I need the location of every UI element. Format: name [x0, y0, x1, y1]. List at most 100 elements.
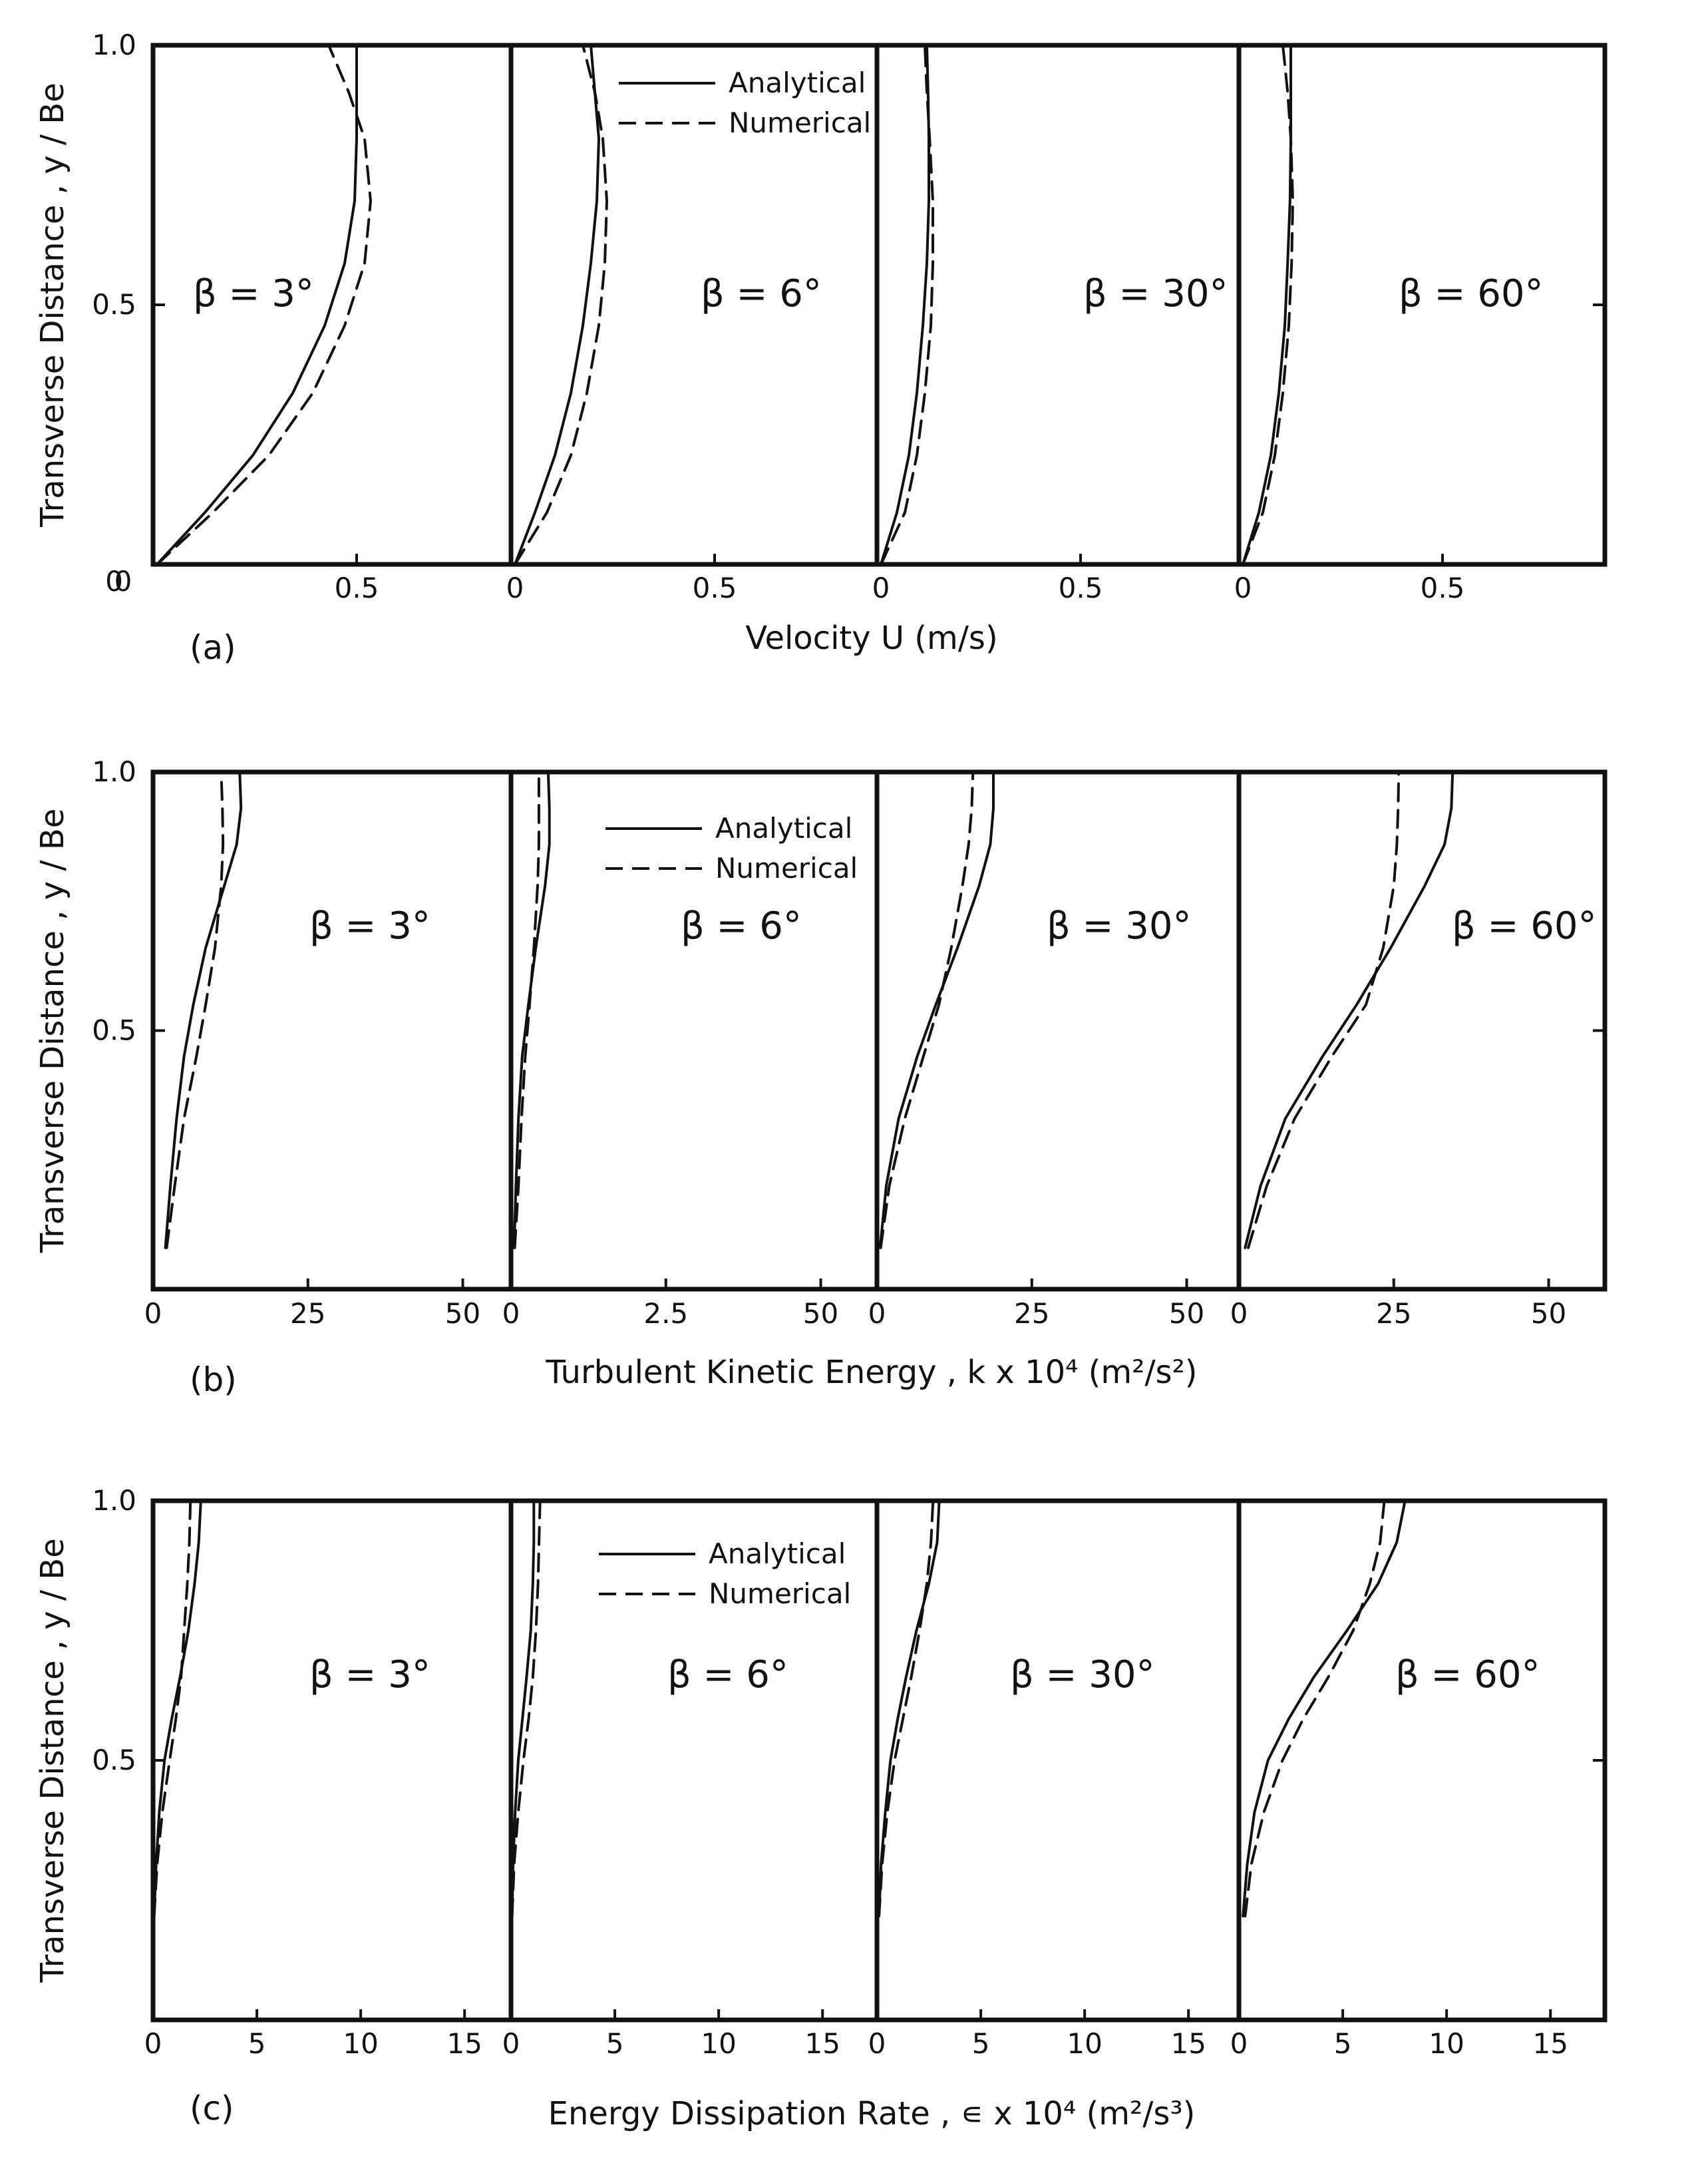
analytical-curve	[1242, 1499, 1407, 1917]
x-tick-label: 50	[803, 1297, 838, 1330]
x-tick-label: 0.5	[335, 572, 379, 604]
subplot-4: 0 0.5 β = 60°	[1234, 44, 1544, 604]
subplot-3: 0 0.5 β = 30°	[872, 44, 1228, 604]
x-tick-label: 10	[343, 2027, 378, 2060]
analytical-curve	[1244, 771, 1454, 1249]
y-axis-title: Transverse Distance , y / Be	[34, 1538, 71, 1983]
x-tick-label: 5	[248, 2027, 266, 2060]
x-tick-label: 5	[606, 2027, 624, 2060]
subplot-3: 0 25 50 β = 30°	[868, 771, 1204, 1330]
legend-analytical-label: Analytical	[729, 67, 866, 99]
subplot-1: 0 25 50 β = 3°	[144, 771, 480, 1330]
y-axis-title: Transverse Distance , y / Be	[34, 83, 71, 528]
beta-label: β = 60°	[1395, 1653, 1540, 1696]
numerical-curve	[510, 1499, 542, 1917]
analytical-curve	[514, 44, 600, 566]
x-tick-label: 0	[1230, 2027, 1248, 2060]
analytical-curve	[510, 1499, 536, 1917]
legend-analytical-label: Analytical	[709, 1537, 846, 1570]
legend: Analytical Numerical	[605, 812, 858, 885]
beta-label: β = 3°	[309, 1653, 430, 1696]
x-tick-label: 0.5	[693, 572, 737, 604]
numerical-curve	[514, 44, 608, 566]
numerical-curve	[878, 1499, 935, 1917]
beta-label: β = 60°	[1452, 904, 1597, 948]
x-tick-label: 0	[868, 1297, 886, 1330]
x-tick-label: 0	[502, 2027, 520, 2060]
beta-label: β = 30°	[1047, 904, 1192, 948]
x-tick-label: 5	[972, 2027, 990, 2060]
x-tick-label: 25	[290, 1297, 325, 1330]
beta-label: β = 30°	[1010, 1653, 1155, 1696]
subplot-2: 0 5 10 15 β = 6°	[502, 1499, 840, 2060]
legend-numerical-label: Numerical	[709, 1577, 851, 1610]
analytical-curve	[878, 771, 995, 1249]
analytical-curve	[152, 1499, 202, 1917]
y-tick-label: 1.0	[92, 29, 136, 61]
x-tick-label: 50	[1531, 1297, 1566, 1330]
x-tick-label: 5	[1334, 2027, 1352, 2060]
beta-label: β = 30°	[1083, 272, 1228, 315]
legend-numerical-label: Numerical	[715, 852, 858, 885]
x-tick-label: 15	[1170, 2027, 1206, 2060]
x-tick-label: 15	[446, 2027, 482, 2060]
legend-numerical-label: Numerical	[729, 106, 871, 139]
numerical-curve	[1247, 771, 1401, 1249]
x-tick-label: 50	[445, 1297, 480, 1330]
numerical-curve	[513, 771, 540, 1249]
beta-label: β = 6°	[701, 272, 822, 315]
analytical-curve	[880, 44, 930, 566]
y-tick-label: 1.0	[92, 1484, 136, 1517]
numerical-curve	[165, 771, 225, 1249]
x-axis-title: Velocity U (m/s)	[745, 620, 997, 657]
x-tick-label: 0	[868, 2027, 886, 2060]
x-tick-label: 0	[1230, 1297, 1248, 1330]
legend-analytical-label: Analytical	[715, 812, 852, 845]
x-tick-label: 50	[1169, 1297, 1204, 1330]
panel-label: (b)	[190, 1360, 237, 1399]
subplot-1: 0.5 β = 3°	[156, 44, 379, 604]
y-tick-label: 1.0	[92, 755, 136, 788]
subplot-2: 0 2.5 50 β = 6°	[502, 771, 838, 1330]
y-tick-label: 0.5	[92, 1744, 136, 1776]
numerical-curve	[152, 1499, 192, 1917]
analytical-curve	[878, 1499, 941, 1917]
legend: Analytical Numerical	[599, 1537, 851, 1610]
subplot-2: 0 0.5 β = 6°	[506, 44, 822, 604]
panel-a: 0 0.5 1.0 Transverse Distance , y / Be (a) Ve…	[34, 29, 1608, 667]
x-tick-label: 0	[872, 572, 890, 604]
subplot-3: 0 5 10 15 β = 30°	[868, 1499, 1206, 2060]
numerical-curve	[1242, 44, 1294, 566]
subplot-4: 0 25 50 β = 60°	[1230, 771, 1597, 1330]
x-tick-label: 0	[144, 1297, 162, 1330]
x-tick-label: 10	[1067, 2027, 1102, 2060]
x-tick-label: 10	[1429, 2027, 1464, 2060]
analytical-curve	[164, 771, 243, 1249]
x-tick-label: 25	[1014, 1297, 1049, 1330]
x-axis-title: Energy Dissipation Rate , ∊ x 10⁴ (m²/s³…	[548, 2095, 1196, 2132]
y-origin-label: 0	[114, 565, 132, 598]
x-tick-label: 25	[1376, 1297, 1411, 1330]
subplot-4: 0 5 10 15 β = 60°	[1230, 1499, 1568, 2060]
beta-label: β = 6°	[667, 1653, 788, 1696]
beta-label: β = 6°	[681, 904, 802, 948]
x-tick-label: 0.5	[1421, 572, 1465, 604]
legend: Analytical Numerical	[619, 67, 871, 139]
beta-label: β = 3°	[309, 904, 430, 948]
beta-label: β = 60°	[1399, 272, 1544, 315]
numerical-curve	[1244, 1499, 1386, 1917]
x-tick-label: 0	[502, 1297, 520, 1330]
numerical-curve	[879, 771, 975, 1249]
beta-label: β = 3°	[193, 272, 314, 315]
analytical-curve	[1242, 44, 1292, 566]
y-axis-title: Transverse Distance , y / Be	[34, 809, 71, 1254]
numerical-curve	[156, 44, 372, 566]
x-tick-label: 0	[1234, 572, 1252, 604]
x-tick-label: 0	[144, 2027, 162, 2060]
panel-b: 0.5 1.0 Transverse Distance , y / Be (b) Tur…	[34, 755, 1608, 1399]
x-tick-label: 15	[804, 2027, 840, 2060]
x-tick-label: 2.5	[643, 1297, 688, 1330]
panel-label: (a)	[190, 628, 236, 667]
x-axis-title: Turbulent Kinetic Energy , k x 10⁴ (m²/s…	[545, 1354, 1197, 1391]
